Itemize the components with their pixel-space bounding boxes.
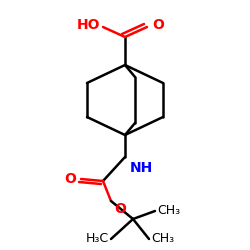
- Text: CH₃: CH₃: [157, 204, 180, 218]
- Text: H₃C: H₃C: [86, 232, 109, 245]
- Text: NH: NH: [130, 161, 153, 175]
- Text: O: O: [114, 202, 126, 216]
- Text: O: O: [152, 18, 164, 32]
- Text: O: O: [64, 172, 76, 186]
- Text: HO: HO: [76, 18, 100, 32]
- Text: CH₃: CH₃: [151, 232, 174, 245]
